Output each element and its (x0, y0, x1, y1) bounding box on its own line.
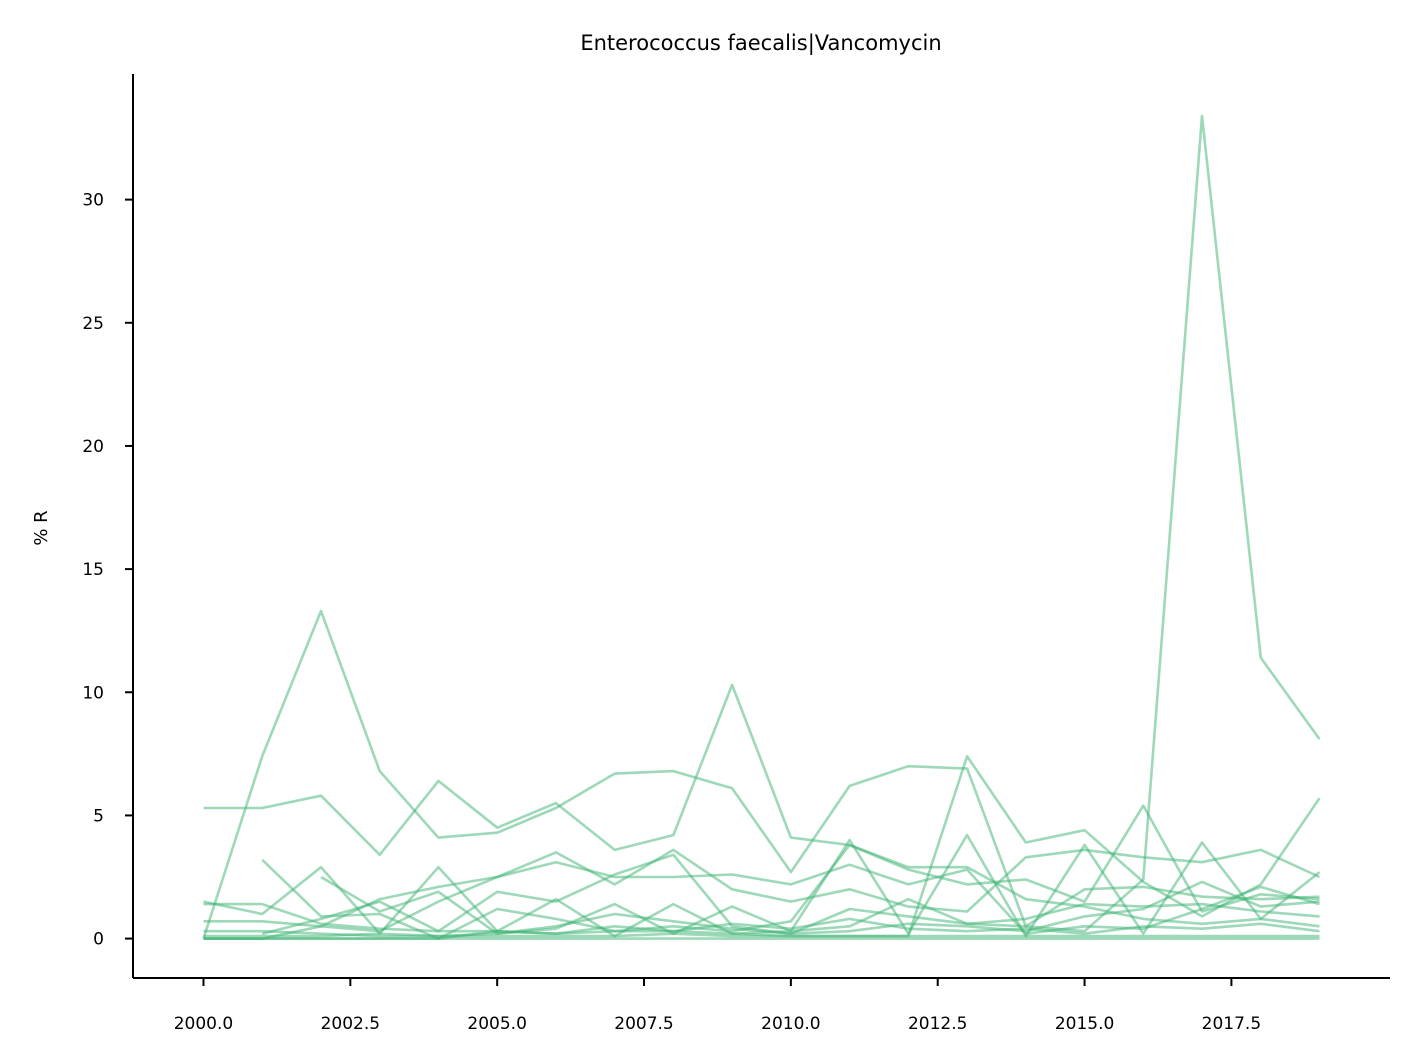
x-tick-label: 2017.5 (1202, 1014, 1261, 1034)
x-tick-label: 2002.5 (321, 1014, 380, 1034)
series-line-12 (203, 932, 1320, 938)
y-tick-label: 10 (82, 683, 104, 703)
series-line-9 (320, 875, 1320, 935)
x-tick-label: 2015.0 (1055, 1014, 1114, 1034)
y-axis-label: % R (31, 510, 52, 545)
x-tick-label: 2012.5 (908, 1014, 967, 1034)
series-line-6 (203, 848, 1321, 928)
y-tick-label: 30 (82, 191, 104, 211)
y-tick-label: 0 (93, 930, 104, 950)
y-axis: 0 5 10 15 20 25 30 (82, 74, 134, 978)
plot-lines (202, 114, 1321, 940)
series-line-1 (202, 114, 1321, 939)
y-tick-label: 20 (82, 437, 104, 457)
x-tick-label: 2007.5 (614, 1014, 673, 1034)
chart-title: Enterococcus faecalis|Vancomycin (580, 31, 941, 56)
x-tick-label: 2005.0 (467, 1014, 526, 1034)
y-tick-label: 25 (82, 314, 104, 334)
x-tick-label: 2010.0 (761, 1014, 820, 1034)
x-axis: 2000.0 2002.5 2005.0 2007.5 2010.0 2012.5 2015… (133, 977, 1390, 1034)
y-tick-label: 15 (82, 560, 104, 580)
series-line-2 (203, 683, 1320, 928)
y-tick-label: 5 (93, 806, 104, 826)
series-line-10 (203, 902, 1320, 938)
x-tick-label: 2000.0 (174, 1014, 233, 1034)
